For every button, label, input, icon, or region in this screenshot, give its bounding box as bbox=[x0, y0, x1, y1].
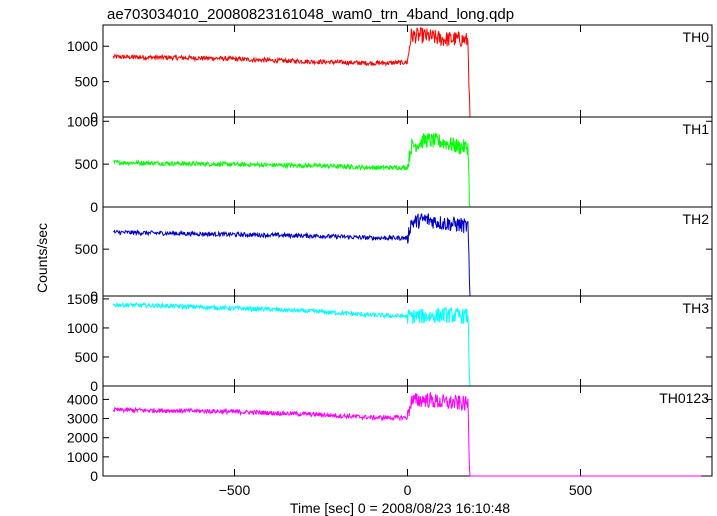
panel-frame-th2 bbox=[102, 206, 713, 297]
ytick-label-th0123: 3000 bbox=[67, 411, 98, 427]
series-line-th0 bbox=[112, 26, 702, 118]
series-line-th3 bbox=[112, 301, 702, 387]
ytick-label-th0: 500 bbox=[75, 74, 99, 90]
chart-title: ae703034010_20080823161048_wam0_trn_4ban… bbox=[107, 6, 514, 23]
xtick-label: 500 bbox=[569, 482, 593, 498]
panel-frame-th0123 bbox=[102, 385, 713, 477]
ytick-label-th1: 500 bbox=[75, 156, 99, 172]
ytick-label-th0123: 4000 bbox=[67, 391, 98, 407]
panel-label-th2: TH2 bbox=[683, 211, 710, 227]
ytick-label-th3: 0 bbox=[90, 378, 98, 394]
panel-frame-th1 bbox=[102, 116, 713, 208]
ytick-label-th3: 1000 bbox=[67, 320, 98, 336]
xtick-label: −500 bbox=[219, 482, 251, 498]
ytick-label-th2: 500 bbox=[75, 241, 99, 257]
panel-label-th3: TH3 bbox=[683, 300, 710, 316]
ytick-label-th1: 0 bbox=[90, 199, 98, 215]
ytick-label-th0123: 2000 bbox=[67, 430, 98, 446]
ytick-label-th3: 1500 bbox=[67, 291, 98, 307]
panel-frame-th3 bbox=[102, 295, 713, 387]
x-axis-label: Time [sec] 0 = 2008/08/23 16:10:48 bbox=[290, 500, 510, 516]
panel-label-th1: TH1 bbox=[683, 121, 710, 137]
ytick-label-th1: 1000 bbox=[67, 113, 98, 129]
ytick-label-th3: 500 bbox=[75, 349, 99, 365]
panels-group: 0 500 1000 TH0 0 500 1000 TH1 0 500 TH2 0 500 1000 150… bbox=[67, 24, 713, 498]
series-line-th1 bbox=[113, 132, 702, 208]
y-axis-label: Counts/sec bbox=[34, 223, 50, 293]
panel-label-th0: TH0 bbox=[683, 29, 710, 45]
ytick-label-th0: 1000 bbox=[67, 38, 98, 54]
ytick-label-th2: 0 bbox=[90, 288, 98, 304]
ytick-label-th0123: 0 bbox=[90, 468, 98, 484]
panel-frame-th0 bbox=[102, 24, 713, 118]
series-line-th0123 bbox=[112, 391, 702, 477]
ytick-label-th0: 0 bbox=[90, 109, 98, 125]
xtick-label: 0 bbox=[404, 482, 412, 498]
panel-label-th0123: TH0123 bbox=[659, 390, 709, 406]
ytick-label-th0123: 1000 bbox=[67, 449, 98, 465]
series-line-th2 bbox=[113, 212, 702, 297]
